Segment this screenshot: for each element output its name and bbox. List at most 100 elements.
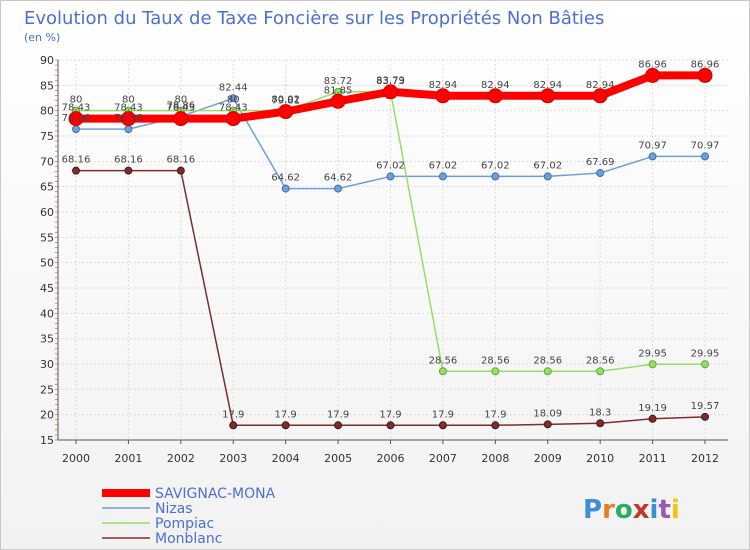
data-label-nizas: 70.97: [638, 140, 667, 151]
data-point-monblanc: [648, 414, 657, 423]
data-point-monblanc: [701, 412, 709, 421]
data-point-nizas: [543, 172, 552, 181]
data-label-nizas: 64.62: [324, 173, 353, 184]
data-label-savignac-mona: 83.73: [376, 76, 405, 87]
x-tick-label: 2004: [272, 452, 300, 465]
data-label-nizas: 78.86: [167, 100, 196, 111]
data-point-nizas: [229, 94, 238, 103]
y-tick-label: 60: [40, 206, 54, 219]
axes: 15 20 25 30 35 40 45 50 55 60 65 70 75 80 85 90 2000 2001…: [40, 54, 728, 465]
data-point-monblanc: [124, 166, 133, 175]
data-label-savignac-mona: 82.94: [586, 80, 615, 91]
data-label-monblanc: 18.3: [589, 407, 611, 418]
y-tick-label: 15: [40, 434, 54, 447]
data-label-pompiac: 28.56: [533, 355, 562, 366]
grid: [58, 59, 728, 441]
data-label-savignac-mona: 81.85: [324, 85, 353, 96]
data-label-pompiac: 80: [227, 95, 240, 106]
data-label-pompiac: 28.56: [586, 355, 615, 366]
legend-label-savignac-mona: SAVIGNAC-MONA: [155, 486, 276, 502]
series-group: [68, 67, 713, 430]
x-tick-label: 2003: [219, 452, 247, 465]
data-point-monblanc: [229, 421, 238, 430]
legend-label-monblanc: Monblanc: [155, 531, 222, 547]
legend-label-nizas: Nizas: [155, 501, 193, 517]
y-tick-label: 20: [40, 409, 54, 422]
data-label-monblanc: 17.9: [222, 409, 244, 420]
y-tick-label: 50: [40, 257, 54, 270]
y-tick-label: 70: [40, 155, 54, 168]
data-point-savignac-mona: [645, 67, 661, 83]
y-tick-label: 40: [40, 307, 54, 320]
data-point-monblanc: [596, 419, 605, 428]
data-label-savignac-mona: 86.96: [638, 59, 667, 70]
y-tick-label: 75: [40, 130, 54, 143]
data-point-savignac-mona: [435, 88, 451, 104]
x-tick-label: 2002: [167, 452, 195, 465]
data-label-nizas: 67.02: [376, 160, 405, 171]
data-label-nizas: 76.36: [114, 113, 143, 124]
data-point-nizas: [281, 184, 290, 193]
data-point-savignac-mona: [120, 111, 136, 127]
data-point-savignac-mona: [278, 104, 294, 120]
data-label-pompiac: 29.95: [638, 348, 667, 359]
data-label-nizas: 67.02: [481, 160, 510, 171]
data-label-pompiac: 80: [122, 95, 135, 106]
y-tick-label: 80: [40, 105, 54, 118]
logo-letter: r: [602, 495, 615, 525]
data-label-monblanc: 17.9: [432, 409, 454, 420]
series-savignac-mona: [68, 67, 713, 127]
data-point-savignac-mona: [383, 84, 398, 100]
data-label-monblanc: 17.9: [379, 409, 401, 420]
data-point-nizas: [648, 152, 657, 161]
data-point-savignac-mona: [173, 111, 189, 127]
data-point-nizas: [334, 184, 343, 193]
x-tick-label: 2008: [481, 452, 509, 465]
data-label-savignac-mona: 78.43: [114, 103, 143, 114]
data-point-nizas: [124, 125, 133, 134]
y-tick-label: 90: [40, 54, 54, 67]
data-label-pompiac: 83.72: [324, 76, 353, 87]
data-label-pompiac: 80: [70, 95, 83, 106]
data-labels: 76.36 76.36 78.86 82.44 64.62 64.62 67.02 67.02…: [62, 59, 720, 420]
x-tick-label: 2007: [429, 452, 457, 465]
data-point-savignac-mona: [592, 88, 608, 104]
data-point-monblanc: [386, 421, 395, 430]
data-point-monblanc: [438, 421, 447, 430]
data-label-pompiac: 28.56: [481, 355, 510, 366]
y-tick-label: 85: [40, 79, 54, 92]
x-tick-label: 2012: [691, 452, 719, 465]
y-tick-label: 30: [40, 358, 54, 371]
data-point-savignac-mona: [225, 111, 241, 127]
logo-letter: t: [658, 495, 670, 525]
data-point-pompiac: [701, 360, 709, 369]
y-tick-label: 55: [40, 231, 54, 244]
data-point-nizas: [438, 172, 447, 181]
data-label-savignac-mona: 78.43: [62, 103, 91, 114]
logo-letter: o: [615, 495, 633, 525]
data-label-pompiac: 80.02: [271, 95, 300, 106]
y-tick-label: 25: [40, 383, 54, 396]
data-label-nizas: 70.97: [691, 140, 720, 151]
x-tick-label: 2005: [324, 452, 352, 465]
data-label-nizas: 64.62: [271, 173, 300, 184]
series-monblanc: [72, 166, 709, 430]
data-label-savignac-mona: 82.94: [429, 80, 458, 91]
data-point-pompiac: [438, 367, 447, 376]
data-label-monblanc: 19.57: [691, 401, 720, 412]
data-label-monblanc: 68.16: [167, 155, 196, 166]
data-point-monblanc: [176, 166, 185, 175]
data-label-pompiac: 29.95: [691, 348, 720, 359]
data-point-pompiac: [543, 367, 552, 376]
data-label-savignac-mona: 79.81: [271, 96, 300, 107]
logo-letter: x: [633, 495, 650, 525]
data-point-monblanc: [281, 421, 290, 430]
data-point-savignac-mona: [697, 67, 713, 83]
data-label-savignac-mona: 82.94: [481, 80, 510, 91]
data-label-savignac-mona: 78.43: [167, 103, 196, 114]
data-point-monblanc: [72, 166, 80, 175]
data-point-nizas: [72, 125, 80, 134]
proxiti-logo-text: Proxiti: [583, 495, 680, 525]
